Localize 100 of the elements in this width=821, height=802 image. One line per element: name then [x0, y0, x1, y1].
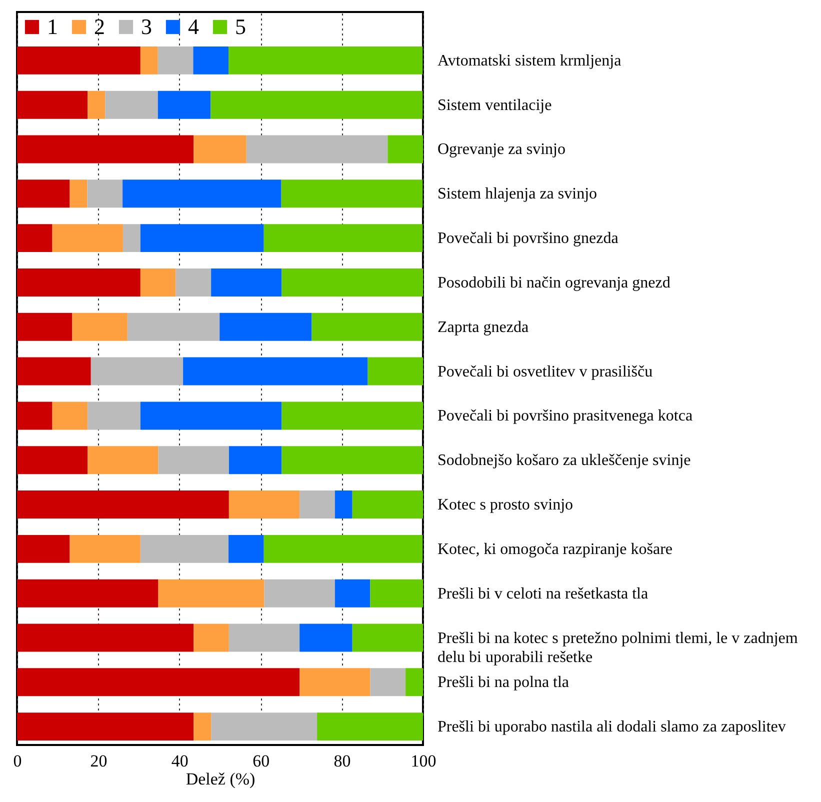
bar [140, 224, 264, 252]
bar [127, 312, 220, 341]
legend-label: 1 [47, 14, 58, 39]
bar [388, 135, 423, 164]
bar [370, 579, 423, 608]
y-tick-label: Avtomatski sistem krmljenja [438, 52, 622, 70]
bar [17, 357, 91, 386]
bar [228, 446, 282, 474]
bar [312, 312, 423, 341]
bar [140, 402, 282, 430]
legend-label: 2 [94, 14, 105, 39]
bar [317, 712, 423, 741]
bar [282, 268, 423, 296]
bar [70, 534, 140, 563]
x-tick-label: 0 [13, 752, 22, 770]
bar [17, 624, 194, 652]
bar [17, 180, 70, 208]
bar [282, 402, 423, 430]
bar [17, 268, 140, 296]
y-tick-label: Povečali bi osvetlitev v prasilišču [438, 363, 653, 380]
bar [211, 268, 282, 296]
bar [194, 135, 246, 164]
bar [17, 534, 70, 563]
bar [17, 224, 52, 252]
y-tick-label: Ogrevanje za svinjo [438, 141, 566, 158]
bar [282, 446, 423, 474]
legend-label: 3 [141, 14, 152, 39]
bar [281, 180, 423, 208]
bar [87, 180, 123, 208]
y-tick-label: Prešli bi uporabo nastila ali dodali slamo za zaposlitev [438, 718, 786, 736]
bar [194, 624, 229, 652]
bar [52, 402, 88, 430]
y-tick-label: Prešli bi na polna tla [438, 674, 570, 692]
bar [17, 90, 88, 119]
bar [264, 224, 423, 252]
bar [17, 712, 194, 741]
bar [122, 224, 140, 252]
bar [140, 534, 229, 563]
bar [72, 312, 128, 341]
bar [17, 490, 229, 519]
bar [228, 534, 264, 563]
bar [370, 668, 406, 696]
bar [210, 90, 423, 119]
x-tick-label: 20 [90, 752, 108, 770]
bar [17, 446, 88, 474]
bar [176, 268, 212, 296]
bar [194, 712, 212, 741]
y-tick-label: Posodobili bi način ogrevanja gnezd [438, 274, 670, 292]
y-tick-label: Zaprta gnezda [438, 318, 529, 336]
bar [334, 490, 352, 519]
bar [228, 490, 300, 519]
bar [140, 46, 158, 74]
x-tick-label: 80 [334, 752, 351, 770]
y-tick-label: Povečali bi površino prasitvenega kotca [438, 408, 693, 425]
x-tick-label: 40 [171, 752, 188, 770]
bar [211, 712, 318, 741]
bar [352, 624, 423, 652]
bar [17, 135, 194, 164]
y-tick-label: Sistem hlajenja za svinjo [438, 186, 598, 203]
y-tick-label: Kotec s prosto svinjo [438, 496, 574, 514]
bar [228, 624, 300, 652]
bar [264, 579, 335, 608]
bar [300, 668, 370, 696]
bar [88, 402, 140, 430]
bar [352, 490, 423, 519]
y-tick-label: Sistem ventilacije [438, 96, 552, 114]
bar [183, 357, 368, 386]
y-tick-label: Prešli bi v celoti na rešetkasta tla [438, 585, 648, 602]
legend-label: 5 [235, 14, 246, 39]
bar [122, 180, 282, 208]
bar [17, 312, 72, 341]
bar [300, 624, 352, 652]
bar [264, 534, 423, 563]
bar [88, 446, 158, 474]
bar [193, 46, 229, 74]
legend-label: 4 [188, 14, 199, 39]
x-axis-title: Delež (%) [186, 770, 256, 788]
bar [158, 446, 229, 474]
bar [17, 46, 140, 74]
bar [140, 268, 176, 296]
bar [220, 312, 312, 341]
bar [17, 579, 158, 608]
y-tick-label: Kotec, ki omogoča razpiranje košare [438, 540, 673, 558]
y-tick-label: Sodobnejšo košaro za ukleščenje svinje [438, 452, 691, 470]
y-tick-label: Povečali bi površino gnezda [438, 230, 618, 248]
bar [105, 90, 158, 119]
bar [158, 46, 194, 74]
y-tick-label: Prešli bi na kotec s pretežno polnimi tlemi, le v zadnjem delu bi uporabili rešetke [438, 630, 798, 666]
bar [88, 90, 106, 119]
bar [300, 490, 335, 519]
bar [368, 357, 423, 386]
bar [158, 90, 211, 119]
bar [334, 579, 370, 608]
bar [90, 357, 184, 386]
bar [246, 135, 388, 164]
bar [17, 668, 300, 696]
x-tick-label: 100 [410, 752, 436, 770]
bar [406, 668, 423, 696]
bar [52, 224, 123, 252]
bar [17, 402, 52, 430]
